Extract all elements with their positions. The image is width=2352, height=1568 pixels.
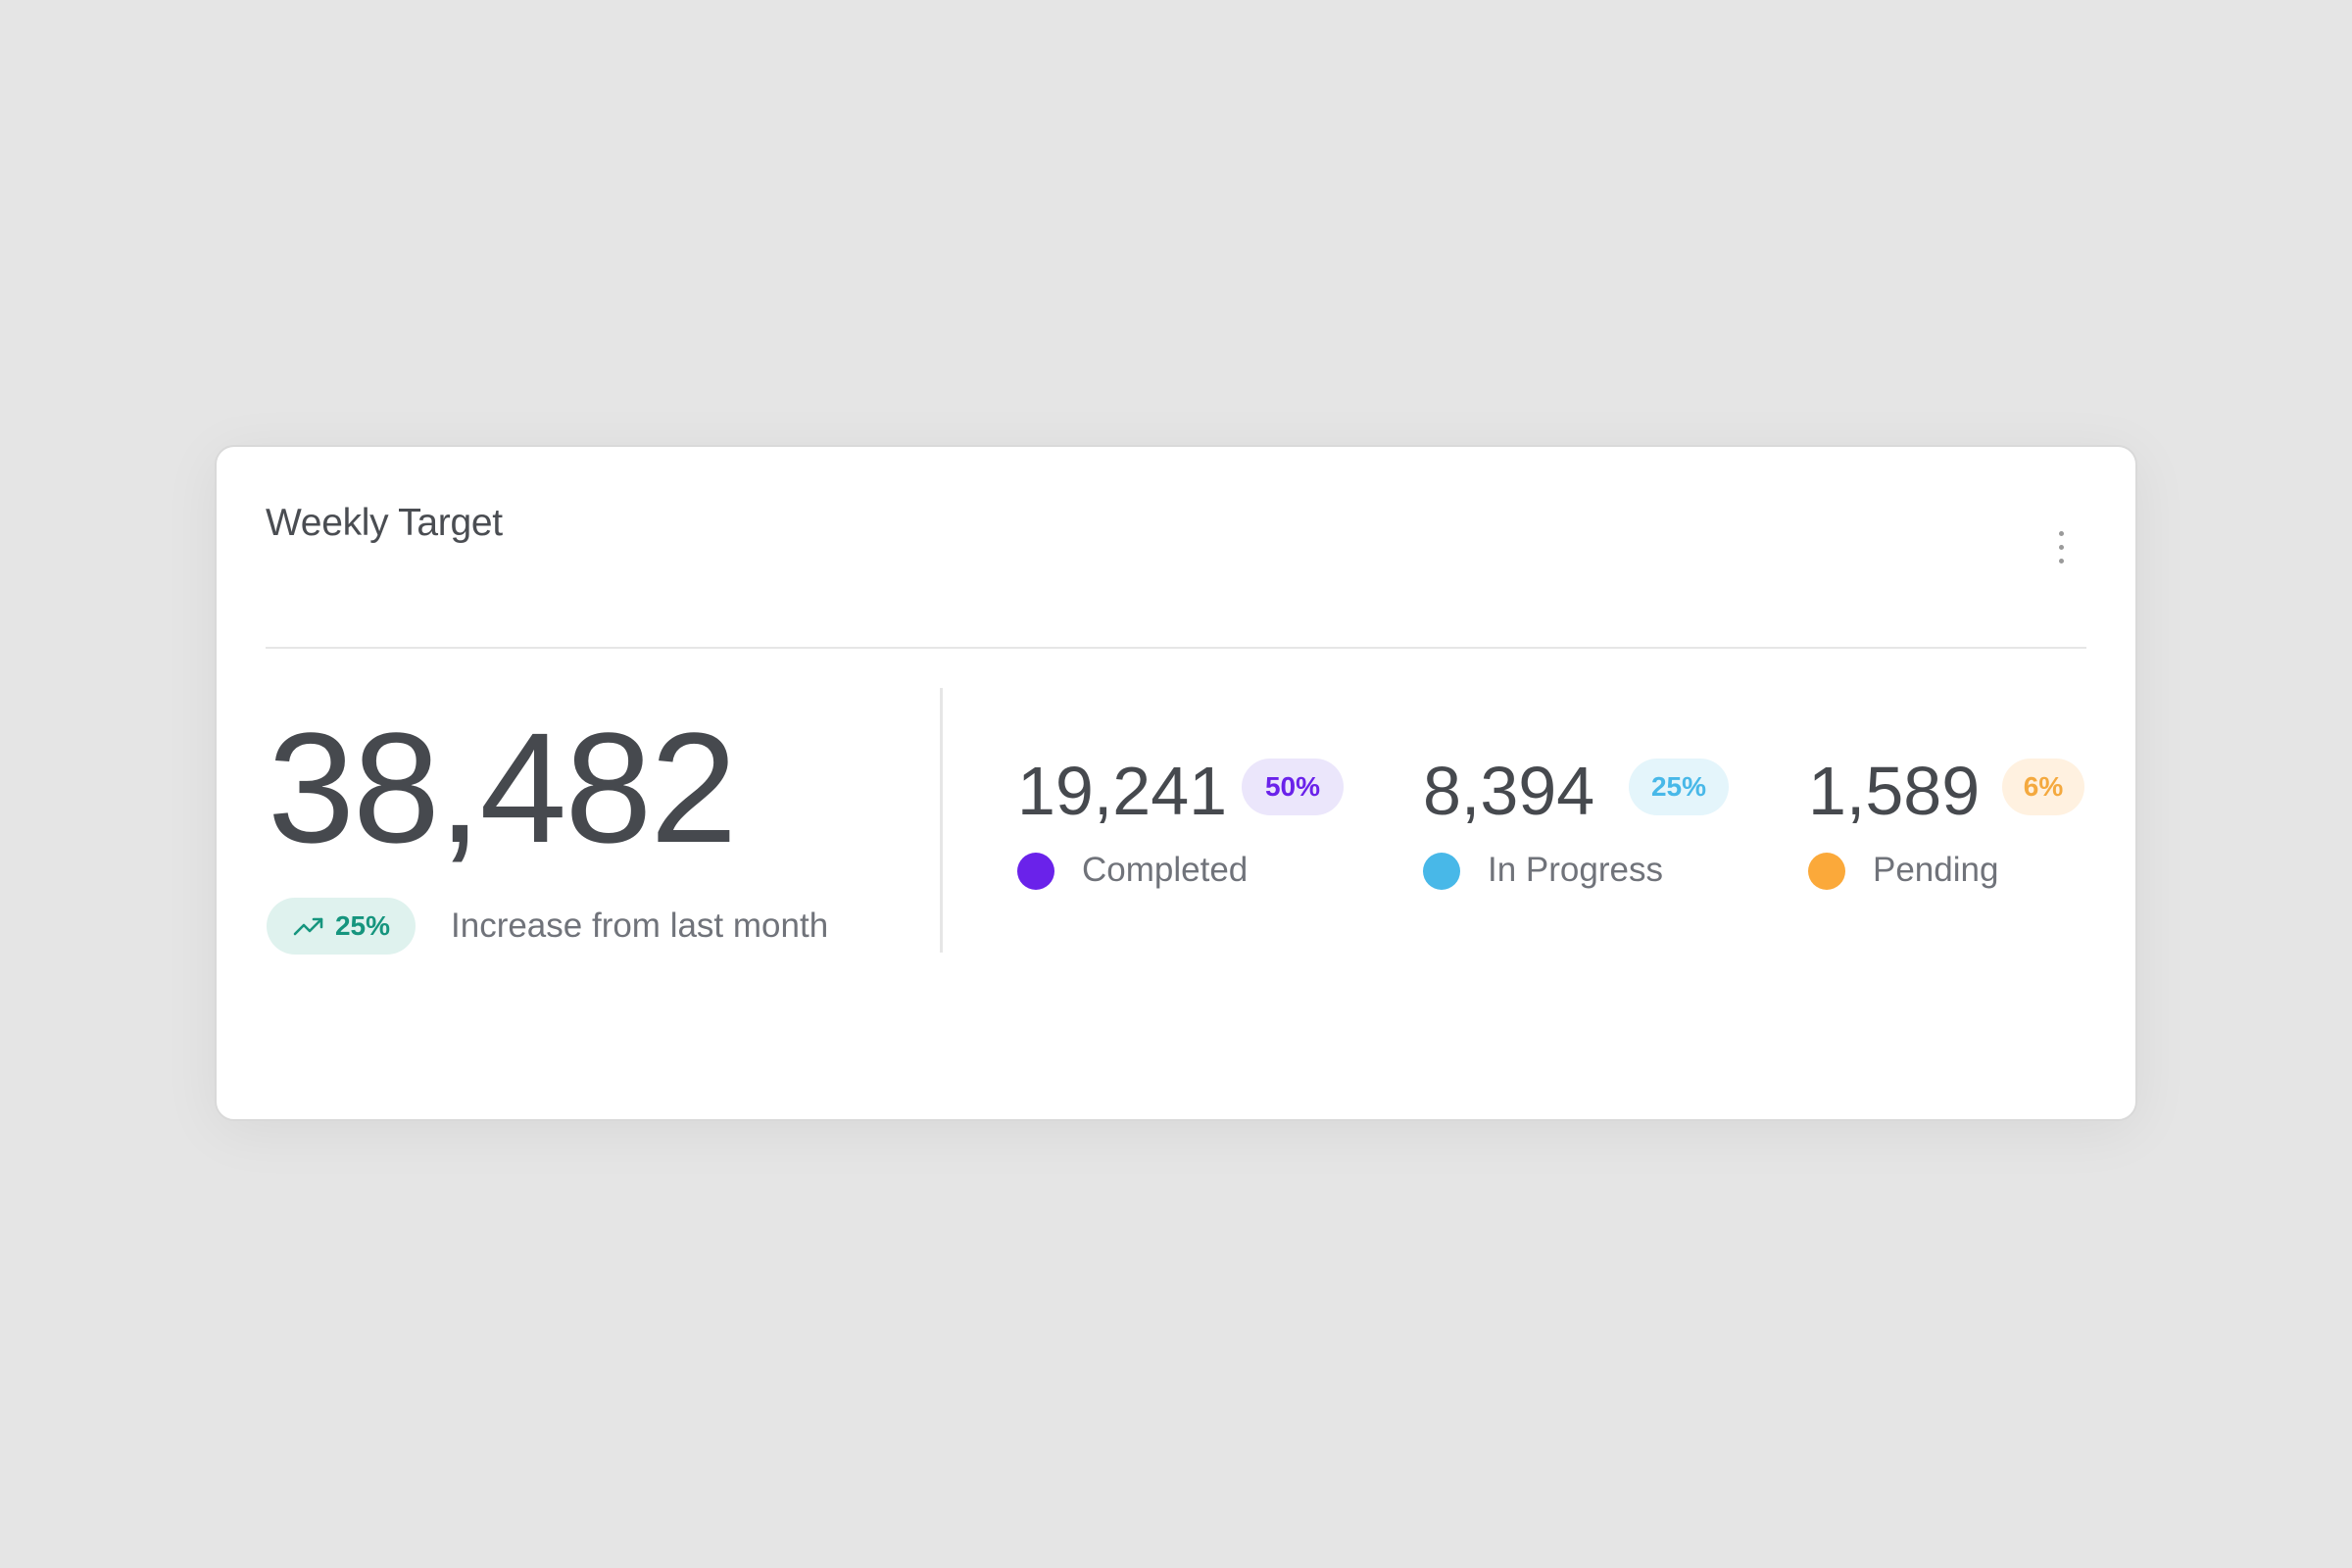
trend-caption: Increase from last month [451,906,829,945]
stat-percent-badge: 25% [1629,759,1729,815]
status-dot [1808,853,1845,890]
stat-value: 19,241 [1017,753,1228,829]
total-value: 38,482 [268,700,737,875]
stat-percent-badge: 50% [1242,759,1344,815]
stat-label: Completed [1082,851,1249,889]
more-vertical-icon[interactable] [2051,531,2071,578]
stat-percent: 25% [1650,771,1707,802]
stat-percent-badge: 6% [2002,759,2084,815]
stat-percent: 6% [2023,771,2064,802]
trend-badge: 25% [267,898,416,955]
stat-value: 8,394 [1423,753,1595,829]
stat-label: Pending [1873,851,1999,889]
card-title: Weekly Target [266,502,503,544]
section-divider [940,688,943,953]
trending-up-icon [293,917,323,936]
status-dot [1423,853,1460,890]
stat-value: 1,589 [1808,753,1981,829]
stat-percent: 50% [1264,771,1321,802]
trend-percent: 25% [334,910,391,941]
status-dot [1017,853,1054,890]
weekly-target-card: Weekly Target 38,482 25% Increase from l… [215,445,2137,1121]
header-divider [266,647,2086,649]
stat-label: In Progress [1488,851,1663,889]
